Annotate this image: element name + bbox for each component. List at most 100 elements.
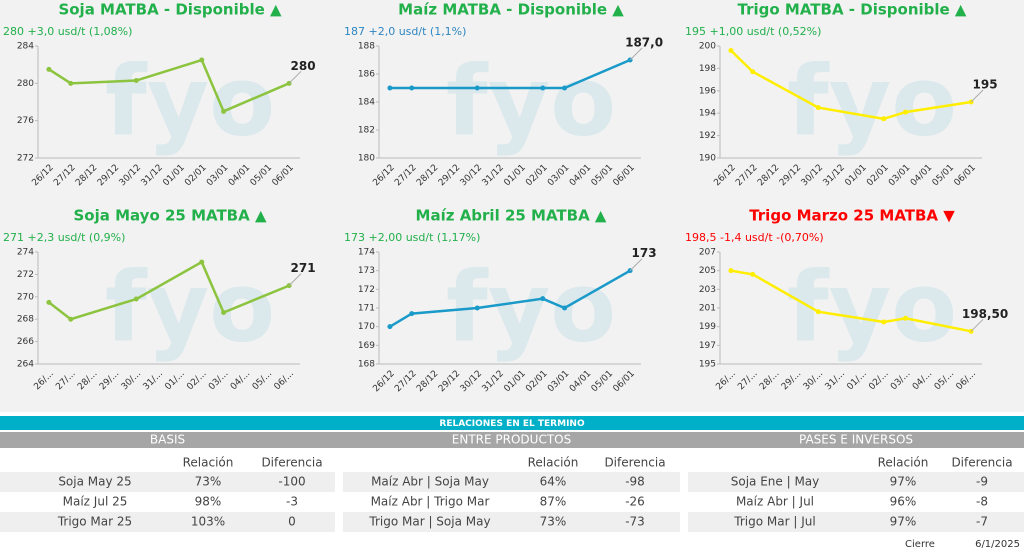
cell: 103% xyxy=(191,515,225,529)
cell: 0 xyxy=(288,515,296,529)
row-bg xyxy=(688,492,1024,512)
cell: 98% xyxy=(195,495,222,509)
point xyxy=(540,296,546,302)
chart-title: Soja Mayo 25 MATBA ▲ xyxy=(74,207,267,225)
chart-subtitle: 198,5 -1,4 usd/t -(0,70%) xyxy=(685,231,824,244)
cell: -9 xyxy=(976,475,988,489)
cell: Trigo Mar 25 xyxy=(57,515,132,529)
chart-subtitle: 195 +1,00 usd/t (0,52%) xyxy=(685,25,821,38)
y-tick-label: 201 xyxy=(699,304,716,314)
cell: Maíz Abr | Soja May xyxy=(371,475,489,489)
y-tick-label: 198 xyxy=(699,64,716,74)
point xyxy=(199,259,205,265)
point xyxy=(387,324,393,330)
row-bg xyxy=(688,512,1024,532)
point xyxy=(221,309,227,315)
cell: Maíz Abr | Jul xyxy=(736,495,814,509)
chart-subtitle: 280 +3,0 usd/t (1,08%) xyxy=(3,25,132,38)
point xyxy=(133,296,139,302)
y-tick-label: 170 xyxy=(358,322,375,332)
column-header: Diferencia xyxy=(604,456,665,470)
y-tick-label: 192 xyxy=(699,131,716,141)
data-label: 195 xyxy=(973,78,998,92)
row-bg xyxy=(343,492,680,512)
cell: Trigo Mar | Jul xyxy=(733,515,815,529)
line xyxy=(48,58,290,113)
line xyxy=(389,58,631,90)
column-header: Relación xyxy=(183,456,234,470)
y-tick-label: 284 xyxy=(17,42,34,52)
y-tick-label: 270 xyxy=(17,292,34,302)
point xyxy=(409,311,415,317)
point xyxy=(815,105,821,111)
chart-title: Soja MATBA - Disponible ▲ xyxy=(58,1,282,19)
row-bg xyxy=(343,512,680,532)
column-header-bg xyxy=(343,452,680,472)
label-leader xyxy=(970,89,984,103)
row-bg xyxy=(688,472,1024,492)
point xyxy=(728,47,734,53)
y-tick-label: 173 xyxy=(358,266,375,276)
data-label: 198,50 xyxy=(962,307,1008,321)
section-header-bar xyxy=(0,432,1024,448)
y-tick-label: 188 xyxy=(358,42,375,52)
point xyxy=(881,116,887,122)
cell: Maíz Abr | Trigo Mar xyxy=(371,495,490,509)
cell: -7 xyxy=(976,515,988,529)
y-tick-label: 180 xyxy=(358,154,375,164)
cell: 73% xyxy=(195,475,222,489)
point xyxy=(387,85,393,91)
chart-title: Trigo Marzo 25 MATBA ▼ xyxy=(749,207,955,225)
y-tick-label: 184 xyxy=(358,98,375,108)
y-tick-label: 197 xyxy=(699,341,716,351)
line xyxy=(48,260,290,321)
relations-banner xyxy=(0,416,1024,430)
row-bg xyxy=(0,492,335,512)
chart-title: Maíz MATBA - Disponible ▲ xyxy=(398,1,624,19)
point xyxy=(881,319,887,325)
cell: 97% xyxy=(890,475,917,489)
y-tick-label: 194 xyxy=(699,109,716,119)
point xyxy=(903,109,909,115)
y-tick-label: 203 xyxy=(699,285,716,295)
y-tick-label: 172 xyxy=(358,285,375,295)
y-tick-label: 186 xyxy=(358,70,375,80)
cell: 73% xyxy=(540,515,567,529)
chart-subtitle: 271 +2,3 usd/t (0,9%) xyxy=(3,231,125,244)
data-label: 173 xyxy=(632,246,657,260)
data-label: 187,0 xyxy=(625,36,663,50)
label-leader xyxy=(970,318,984,332)
y-tick-label: 174 xyxy=(358,248,375,258)
column-header-bg xyxy=(0,452,335,472)
y-tick-label: 182 xyxy=(358,126,375,136)
label-leader xyxy=(629,258,643,272)
section-title: BASIS xyxy=(150,433,185,447)
y-tick-label: 274 xyxy=(17,248,34,258)
column-header-bg xyxy=(688,452,1024,472)
point xyxy=(562,85,568,91)
data-label: 271 xyxy=(291,261,316,275)
point xyxy=(409,85,415,91)
data-label: 280 xyxy=(291,59,316,73)
y-tick-label: 268 xyxy=(17,315,34,325)
point xyxy=(68,316,74,322)
column-header: Diferencia xyxy=(951,456,1012,470)
point xyxy=(562,305,568,311)
cell: -8 xyxy=(976,495,988,509)
label-leader xyxy=(629,47,643,61)
point xyxy=(133,78,139,84)
cell: -3 xyxy=(286,495,298,509)
row-bg xyxy=(0,472,335,492)
row-bg xyxy=(0,512,335,532)
y-tick-label: 207 xyxy=(699,248,716,258)
point xyxy=(750,69,756,75)
column-header: Relación xyxy=(878,456,929,470)
y-tick-label: 280 xyxy=(17,79,34,89)
cell: -98 xyxy=(625,475,645,489)
y-tick-label: 272 xyxy=(17,270,34,280)
cell: 87% xyxy=(540,495,567,509)
y-tick-label: 200 xyxy=(699,42,716,52)
cell: 97% xyxy=(890,515,917,529)
cell: -73 xyxy=(625,515,645,529)
